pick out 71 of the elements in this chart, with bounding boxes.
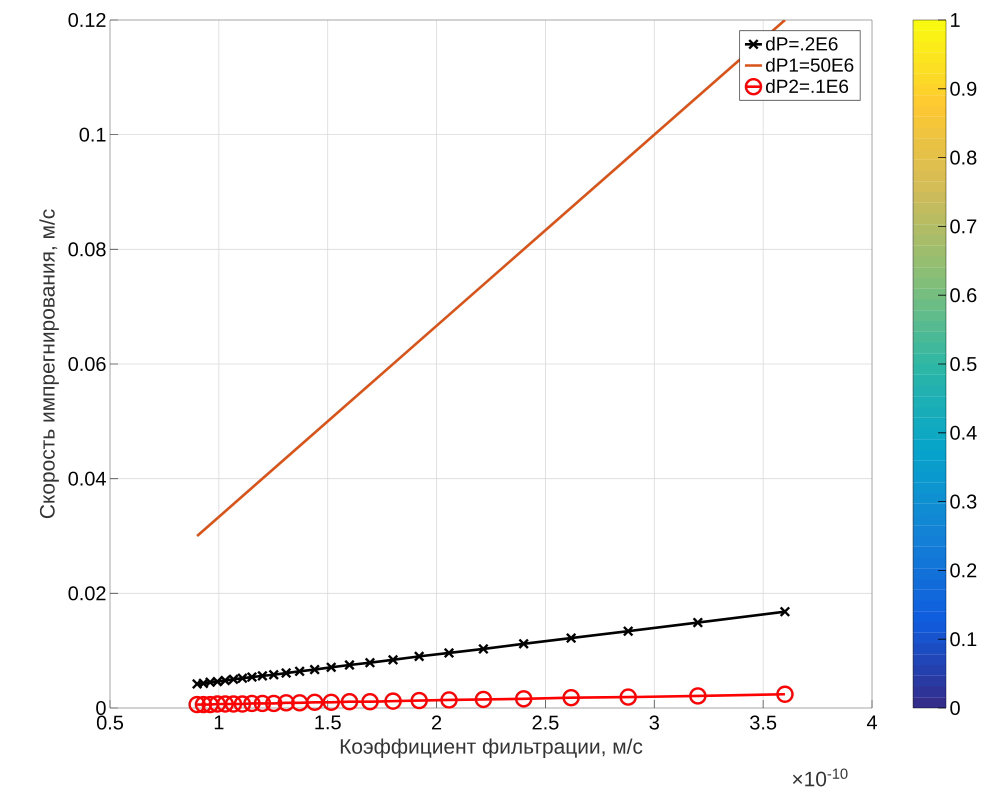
point bbox=[384, 692, 402, 710]
point bbox=[689, 687, 707, 705]
point bbox=[518, 638, 530, 650]
point bbox=[254, 694, 272, 712]
x-axis-title: Коэффициент фильтрации, м/с bbox=[340, 738, 642, 758]
point bbox=[779, 606, 790, 618]
x-tick-label: 4 bbox=[866, 716, 877, 730]
y-tick-label: 0.08 bbox=[68, 242, 106, 256]
legend-label: dP1=50E6 bbox=[766, 58, 854, 72]
y-axis-title: Скорость импрегнирования, м/с bbox=[39, 209, 59, 518]
point bbox=[444, 648, 454, 658]
point bbox=[414, 650, 425, 662]
color-bar-label: 0.3 bbox=[950, 494, 976, 509]
point bbox=[344, 660, 355, 670]
x-tick-label: 0.5 bbox=[96, 716, 124, 730]
point bbox=[388, 654, 398, 666]
point bbox=[361, 692, 379, 710]
point bbox=[265, 694, 282, 712]
y-tick-label: 0 bbox=[96, 700, 106, 716]
point bbox=[326, 662, 337, 673]
point bbox=[309, 664, 320, 676]
point bbox=[692, 617, 704, 628]
y-tick-label: 0.02 bbox=[68, 586, 106, 600]
point bbox=[290, 694, 308, 712]
x-tick-label: 3 bbox=[650, 716, 659, 730]
color-bar-label: 0.8 bbox=[950, 150, 976, 165]
y-tick-label: 0.04 bbox=[68, 472, 106, 486]
x-tick-label: 1.5 bbox=[315, 716, 341, 730]
point bbox=[188, 696, 206, 714]
point bbox=[294, 666, 306, 677]
point bbox=[566, 632, 577, 644]
point bbox=[306, 694, 324, 711]
legend-label: dP2=.1E6 bbox=[766, 79, 848, 93]
color-bar-label: 0.4 bbox=[950, 426, 977, 440]
y-tick-label: 0.12 bbox=[68, 12, 106, 28]
point bbox=[410, 692, 428, 710]
color-bar-label: 0.6 bbox=[950, 288, 976, 302]
point bbox=[243, 694, 261, 712]
point bbox=[622, 626, 634, 637]
y-tick-label: 0.1 bbox=[80, 128, 106, 142]
point bbox=[208, 695, 226, 713]
point bbox=[234, 695, 252, 713]
y-tick-label: 0.06 bbox=[68, 356, 106, 372]
color-bar-label: 0.9 bbox=[950, 82, 976, 96]
point bbox=[562, 688, 580, 706]
point bbox=[194, 696, 212, 714]
color-bar-label: 1 bbox=[951, 13, 960, 27]
point bbox=[440, 691, 458, 709]
point bbox=[224, 695, 242, 713]
text: ×10$^{-10}$ bbox=[792, 768, 848, 786]
x-tick-label: 3.5 bbox=[750, 716, 776, 730]
color-bar-label: 0.7 bbox=[950, 219, 976, 234]
point bbox=[514, 690, 532, 708]
point bbox=[776, 686, 794, 703]
legend-label: dP=.2E6 bbox=[766, 36, 838, 51]
color-bar-label: 0 bbox=[950, 700, 960, 716]
point bbox=[478, 644, 489, 654]
point bbox=[340, 692, 358, 710]
point bbox=[364, 657, 376, 668]
point bbox=[277, 694, 295, 712]
point bbox=[619, 688, 637, 706]
color-bar-label: 0.5 bbox=[950, 356, 976, 372]
x-tick-label: 2 bbox=[432, 716, 442, 730]
color-bar-label: 0.1 bbox=[950, 632, 976, 646]
point bbox=[201, 696, 219, 714]
point bbox=[474, 690, 492, 708]
point bbox=[322, 694, 340, 711]
color-bar-label: 0.2 bbox=[950, 563, 976, 578]
point bbox=[216, 695, 234, 713]
x-tick-label: 2.5 bbox=[532, 716, 558, 730]
x-tick-label: 1 bbox=[214, 716, 224, 730]
